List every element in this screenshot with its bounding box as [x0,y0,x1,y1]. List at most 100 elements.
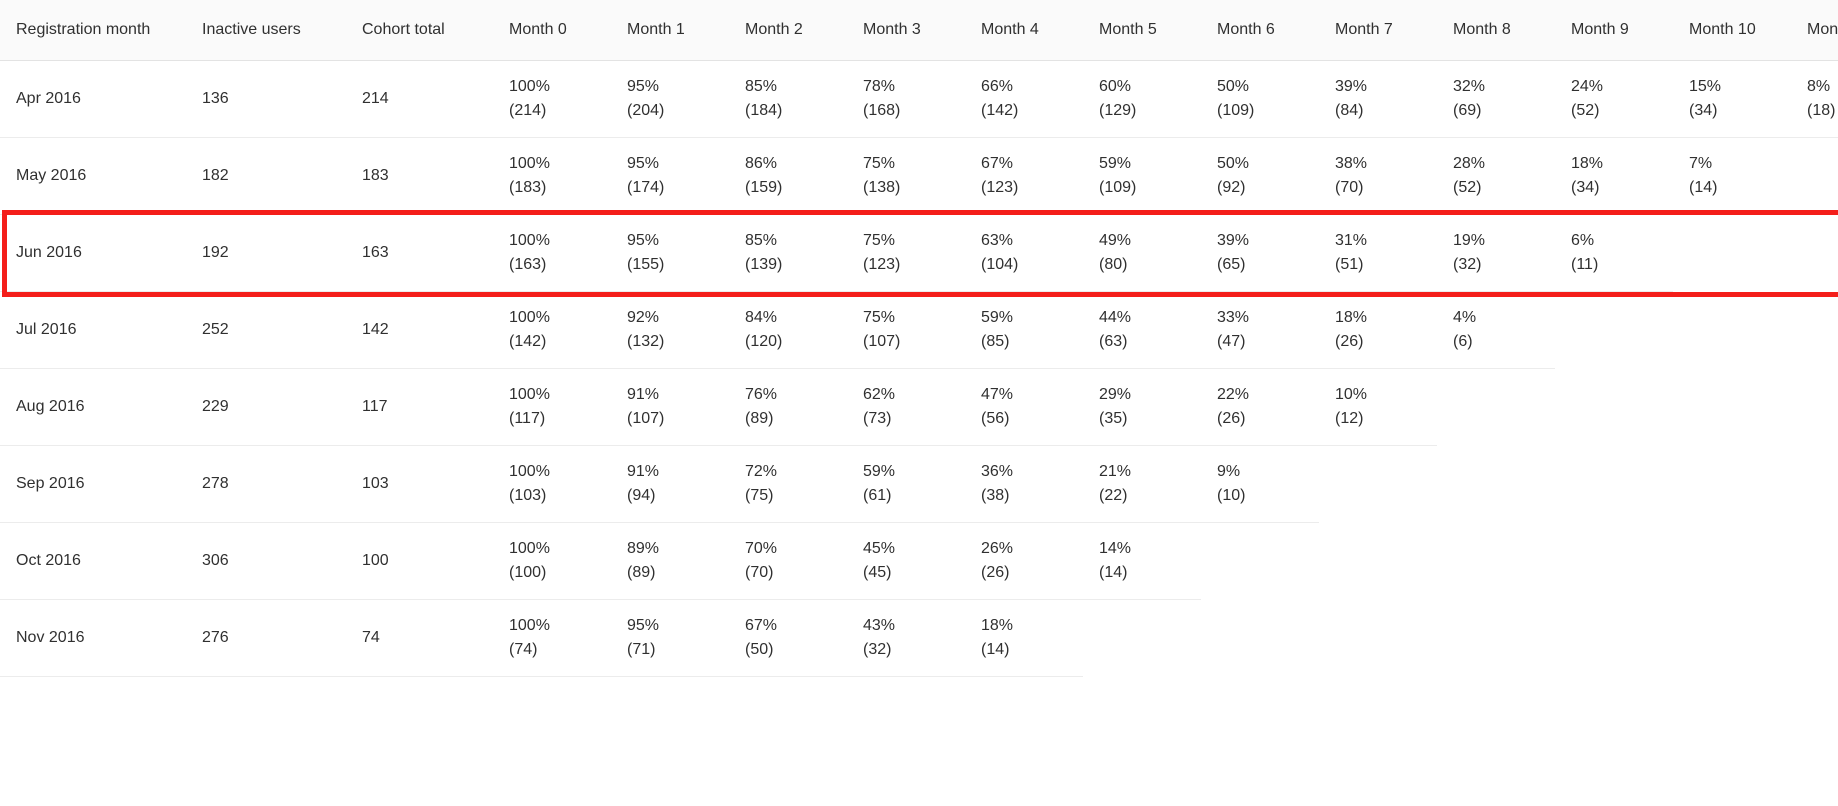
month-value-cell: 59% (109) [1083,137,1201,215]
month-value-cell: 50% (109) [1201,60,1319,138]
month-value-cell: 91% (107) [611,368,729,446]
cohort-row: Jun 2016 192 163 100% (163) 95% (155) 85% (13… [0,214,1838,292]
column-header-month-6: Month 6 [1201,0,1319,61]
month-value-cell: 26% (26) [965,522,1083,600]
month-value-cell: 36% (38) [965,445,1083,523]
month-value-cell: 8% (18) [1791,60,1838,138]
inactive-users-cell: 276 [186,599,346,677]
month-value-cell: 75% (107) [847,291,965,369]
month-value-cell: 18% (26) [1319,291,1437,369]
month-value-cell: 59% (85) [965,291,1083,369]
month-value-cell: 92% (132) [611,291,729,369]
month-value-cell: 45% (45) [847,522,965,600]
column-header-inactive-users: Inactive users [186,0,346,61]
month-value-cell: 44% (63) [1083,291,1201,369]
registration-month-cell: Oct 2016 [0,522,186,600]
month-value-cell: 33% (47) [1201,291,1319,369]
registration-month-cell: Jul 2016 [0,291,186,369]
month-value-cell: 9% (10) [1201,445,1319,523]
inactive-users-cell: 278 [186,445,346,523]
month-value-cell: 100% (117) [493,368,611,446]
month-value-cell: 14% (14) [1083,522,1201,600]
registration-month-cell: Apr 2016 [0,60,186,138]
registration-month-cell: Jun 2016 [0,214,186,292]
month-value-cell: 86% (159) [729,137,847,215]
header-row: Registration month Inactive users Cohort… [0,0,1838,61]
registration-month-cell: Sep 2016 [0,445,186,523]
registration-month-cell: Aug 2016 [0,368,186,446]
column-header-month-8: Month 8 [1437,0,1555,61]
month-value-cell: 39% (65) [1201,214,1319,292]
registration-month-cell: Nov 2016 [0,599,186,677]
column-header-month-11: Month 11 [1791,0,1838,61]
cohort-table: Registration month Inactive users Cohort… [0,0,1838,677]
month-value-cell: 85% (139) [729,214,847,292]
month-value-cell: 100% (163) [493,214,611,292]
column-header-month-1: Month 1 [611,0,729,61]
column-header-month-9: Month 9 [1555,0,1673,61]
cohort-table-head: Registration month Inactive users Cohort… [0,0,1838,61]
inactive-users-cell: 182 [186,137,346,215]
month-value-cell: 95% (204) [611,60,729,138]
month-value-cell: 60% (129) [1083,60,1201,138]
month-value-cell: 43% (32) [847,599,965,677]
month-value-cell: 100% (214) [493,60,611,138]
inactive-users-cell: 192 [186,214,346,292]
cohort-row: Sep 2016 278 103 100% (103) 91% (94) 72% (75)… [0,445,1838,523]
month-value-cell: 70% (70) [729,522,847,600]
month-value-cell: 91% (94) [611,445,729,523]
inactive-users-cell: 229 [186,368,346,446]
column-header-cohort-total: Cohort total [346,0,493,61]
cohort-total-cell: 100 [346,522,493,600]
cohort-row: Apr 2016 136 214 100% (214) 95% (204) 85% (18… [0,60,1838,138]
cohort-total-cell: 103 [346,445,493,523]
cohort-total-cell: 183 [346,137,493,215]
month-value-cell: 100% (100) [493,522,611,600]
month-value-cell: 95% (71) [611,599,729,677]
registration-month-cell: May 2016 [0,137,186,215]
month-value-cell: 100% (142) [493,291,611,369]
cohort-total-cell: 163 [346,214,493,292]
month-value-cell: 89% (89) [611,522,729,600]
cohort-row: Jul 2016 252 142 100% (142) 92% (132) 84% (12… [0,291,1838,369]
column-header-month-5: Month 5 [1083,0,1201,61]
cohort-row: Nov 2016 276 74 100% (74) 95% (71) 67% (50) 43… [0,599,1838,677]
month-value-cell: 75% (138) [847,137,965,215]
month-value-cell: 50% (92) [1201,137,1319,215]
month-value-cell: 67% (50) [729,599,847,677]
month-value-cell: 38% (70) [1319,137,1437,215]
month-value-cell: 4% (6) [1437,291,1555,369]
column-header-month-7: Month 7 [1319,0,1437,61]
month-value-cell: 18% (34) [1555,137,1673,215]
column-header-month-2: Month 2 [729,0,847,61]
cohort-table-body: Apr 2016 136 214 100% (214) 95% (204) 85% (18… [0,60,1838,677]
column-header-month-4: Month 4 [965,0,1083,61]
cohort-row: Oct 2016 306 100 100% (100) 89% (89) 70% (70)… [0,522,1838,600]
month-value-cell: 100% (183) [493,137,611,215]
cohort-row: Aug 2016 229 117 100% (117) 91% (107) 76% (89… [0,368,1838,446]
month-value-cell: 76% (89) [729,368,847,446]
month-value-cell: 19% (32) [1437,214,1555,292]
month-value-cell: 95% (174) [611,137,729,215]
column-header-month-10: Month 10 [1673,0,1791,61]
month-value-cell: 59% (61) [847,445,965,523]
month-value-cell: 75% (123) [847,214,965,292]
month-value-cell: 31% (51) [1319,214,1437,292]
month-value-cell: 95% (155) [611,214,729,292]
month-value-cell: 63% (104) [965,214,1083,292]
inactive-users-cell: 252 [186,291,346,369]
month-value-cell: 100% (74) [493,599,611,677]
cohort-total-cell: 74 [346,599,493,677]
cohort-total-cell: 117 [346,368,493,446]
inactive-users-cell: 136 [186,60,346,138]
month-value-cell: 49% (80) [1083,214,1201,292]
column-header-month-3: Month 3 [847,0,965,61]
month-value-cell: 85% (184) [729,60,847,138]
month-value-cell: 39% (84) [1319,60,1437,138]
month-value-cell: 24% (52) [1555,60,1673,138]
cohort-total-cell: 142 [346,291,493,369]
month-value-cell: 47% (56) [965,368,1083,446]
month-value-cell: 15% (34) [1673,60,1791,138]
cohort-total-cell: 214 [346,60,493,138]
inactive-users-cell: 306 [186,522,346,600]
